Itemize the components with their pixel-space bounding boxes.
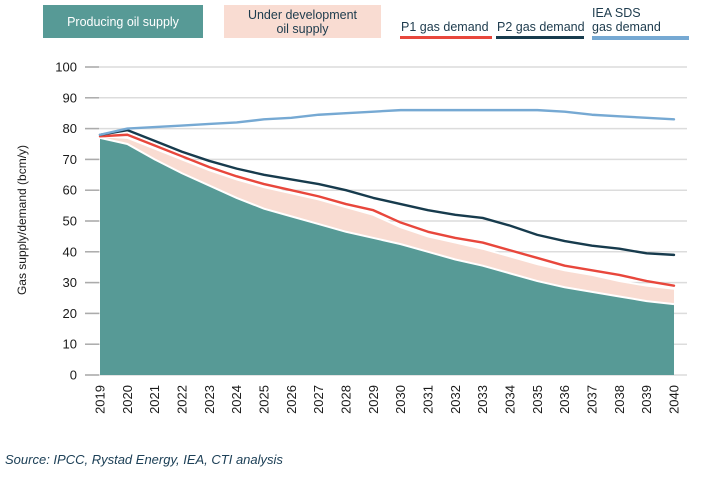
y-tick-label-0: 0 bbox=[70, 368, 77, 383]
x-tick-label-2028: 2028 bbox=[339, 385, 354, 414]
legend-label-under-development-line2: oil supply bbox=[276, 21, 329, 36]
y-tick-label-20: 20 bbox=[63, 306, 77, 321]
x-tick-label-2029: 2029 bbox=[366, 385, 381, 414]
area-separator-under-development-top bbox=[99, 135, 675, 290]
y-tick-label-40: 40 bbox=[63, 244, 77, 259]
area-separator-producing-top bbox=[99, 136, 675, 306]
y-tick-label-70: 70 bbox=[63, 152, 77, 167]
area-producing-supply bbox=[100, 137, 674, 375]
source-note: Source: IPCC, Rystad Energy, IEA, CTI an… bbox=[5, 452, 283, 467]
legend-line-iea-sds bbox=[592, 36, 689, 40]
y-tick-label-100: 100 bbox=[55, 60, 77, 75]
iea-sds-gas-demand-line bbox=[98, 108, 676, 136]
x-tick-label-2032: 2032 bbox=[448, 385, 463, 414]
y-tick-label-80: 80 bbox=[63, 121, 77, 136]
legend-line-p1 bbox=[400, 36, 492, 39]
legend-label-p1: P1 gas demand bbox=[401, 20, 489, 34]
x-tick-label-2020: 2020 bbox=[120, 385, 135, 414]
x-tick-label-2019: 2019 bbox=[93, 385, 108, 414]
x-tick-label-2030: 2030 bbox=[393, 385, 408, 414]
legend-swatch-under-development: Under development oil supply bbox=[224, 5, 381, 38]
x-tick-label-2037: 2037 bbox=[585, 385, 600, 414]
legend-label-under-development-line1: Under development bbox=[247, 7, 358, 22]
y-tick-label-10: 10 bbox=[63, 337, 77, 352]
x-tick-label-2031: 2031 bbox=[421, 385, 436, 414]
legend-label-producing: Producing oil supply bbox=[67, 14, 179, 29]
legend-swatch-producing: Producing oil supply bbox=[43, 5, 203, 38]
x-tick-label-2022: 2022 bbox=[175, 385, 190, 414]
legend-label-iea-line1: IEA SDS bbox=[592, 6, 641, 20]
x-tick-label-2033: 2033 bbox=[475, 385, 490, 414]
x-tick-label-2025: 2025 bbox=[257, 385, 272, 414]
y-tick-label-90: 90 bbox=[63, 90, 77, 105]
y-tick-label-50: 50 bbox=[63, 214, 77, 229]
x-tick-label-2024: 2024 bbox=[229, 385, 244, 414]
x-tick-label-2021: 2021 bbox=[147, 385, 162, 414]
y-tick-label-30: 30 bbox=[63, 275, 77, 290]
y-tick-label-60: 60 bbox=[63, 183, 77, 198]
x-tick-label-2038: 2038 bbox=[612, 385, 627, 414]
x-tick-label-2026: 2026 bbox=[284, 385, 299, 414]
x-tick-label-2035: 2035 bbox=[530, 385, 545, 414]
x-tick-label-2039: 2039 bbox=[639, 385, 654, 414]
p2-gas-demand-line bbox=[98, 128, 676, 257]
legend-label-iea-line2: gas demand bbox=[592, 20, 661, 34]
legend-label-p2: P2 gas demand bbox=[497, 20, 585, 34]
x-tick-label-2034: 2034 bbox=[503, 385, 518, 414]
x-tick-label-2023: 2023 bbox=[202, 385, 217, 414]
legend-line-p2 bbox=[496, 36, 584, 39]
x-tick-label-2036: 2036 bbox=[557, 385, 572, 414]
x-tick-label-2027: 2027 bbox=[311, 385, 326, 414]
p1-gas-demand-line bbox=[98, 133, 676, 287]
x-tick-label-2040: 2040 bbox=[667, 385, 682, 414]
